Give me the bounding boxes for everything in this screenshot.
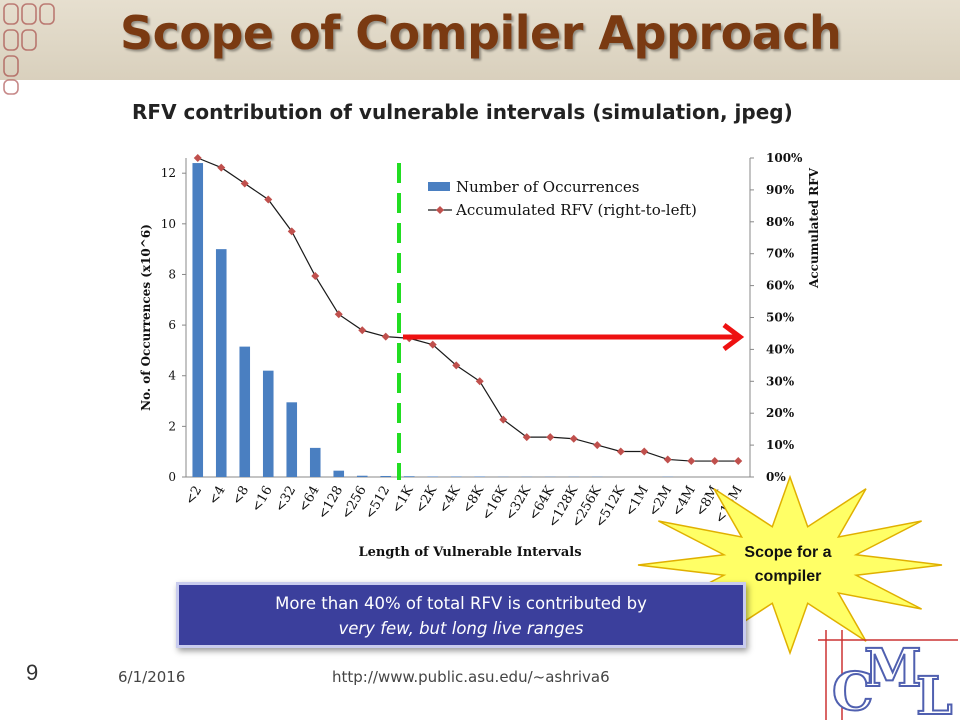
y2-tick-label: 80% (766, 215, 795, 229)
bar (474, 476, 486, 477)
y-axis-title: No. of Occurrences (x10^6) (139, 224, 153, 411)
y2-axis-title: Accumulated RFV (807, 167, 821, 289)
x-tick-label: <1M (622, 484, 651, 520)
y2-tick-label: 100% (766, 151, 803, 165)
rfv-marker (710, 457, 719, 466)
rfv-marker (193, 154, 202, 162)
y2-tick-label: 10% (766, 438, 795, 452)
rfv-marker (663, 455, 672, 464)
callout-box: More than 40% of total RFV is contribute… (176, 582, 746, 648)
x-tick-label: <4 (206, 484, 229, 508)
rfv-marker (546, 433, 555, 442)
logo-letter-c: C (832, 662, 873, 720)
rfv-marker (734, 457, 743, 466)
rfv-marker (287, 227, 296, 236)
y-tick-label: 0 (168, 470, 176, 484)
x-tick-label: <2K (413, 483, 441, 516)
y-tick-label: 10 (161, 217, 176, 231)
y-tick-label: 12 (161, 166, 176, 180)
scope-arrow-head (722, 323, 745, 351)
bar (309, 447, 321, 477)
bar (356, 475, 368, 477)
footer-date: 6/1/2016 (118, 668, 186, 686)
starburst-shape (637, 474, 943, 656)
rfv-marker (640, 447, 649, 456)
y-tick-label: 6 (168, 318, 176, 332)
rfv-marker (569, 434, 578, 443)
x-tick-label: <16 (249, 484, 276, 515)
x-tick-label: <8 (230, 484, 253, 508)
bar (403, 476, 415, 477)
bar (427, 476, 439, 477)
logo-letter-l: L (916, 666, 953, 720)
y-tick-label: 2 (168, 419, 176, 433)
bar (380, 475, 392, 477)
rfv-marker (311, 272, 320, 281)
slide-number: 9 (26, 660, 39, 685)
legend-label-bars: Number of Occurrences (456, 178, 639, 196)
rfv-marker (452, 361, 461, 370)
legend-label-line: Accumulated RFV (right-to-left) (455, 201, 697, 219)
callout-line-1: More than 40% of total RFV is contribute… (275, 594, 647, 613)
rfv-marker (522, 433, 531, 442)
legend-swatch-bars (428, 182, 450, 191)
rfv-marker (593, 441, 602, 450)
rfv-marker (264, 195, 273, 204)
bar (286, 402, 298, 477)
y2-tick-label: 90% (766, 183, 795, 197)
rfv-marker (381, 332, 390, 341)
accumulated-rfv-line (197, 157, 739, 462)
y2-tick-label: 70% (766, 247, 795, 261)
y2-tick-label: 40% (766, 342, 795, 356)
slide-title: Scope of Compiler Approach (120, 6, 842, 60)
x-tick-label: <1K (389, 483, 417, 516)
y-tick-label: 8 (168, 267, 176, 281)
rfv-marker (499, 415, 508, 424)
rfv-marker (616, 447, 625, 456)
bar (450, 476, 462, 477)
rfv-marker (687, 457, 696, 466)
header-band (0, 0, 960, 80)
chart-subtitle: RFV contribution of vulnerable intervals… (132, 100, 793, 124)
logo-pattern-top-left (3, 3, 55, 95)
rfv-marker (358, 326, 367, 335)
cml-logo: C M L (818, 630, 958, 720)
x-tick-label: <32 (273, 484, 300, 515)
legend-swatch-marker (436, 206, 444, 214)
rfv-marker (334, 310, 343, 319)
y-tick-label: 4 (168, 369, 176, 383)
y2-tick-label: 0% (766, 470, 786, 484)
callout-line-2: very few, but long live ranges (338, 619, 584, 638)
bar (192, 163, 204, 478)
x-tick-label: <2 (183, 484, 206, 508)
rfv-marker (240, 179, 249, 188)
bar (239, 346, 251, 477)
y2-tick-label: 30% (766, 374, 795, 388)
rfv-marker (217, 163, 226, 172)
y2-tick-label: 60% (766, 279, 795, 293)
x-tick-label: <512 (362, 484, 393, 522)
x-axis-title: Length of Vulnerable Intervals (358, 545, 581, 560)
rfv-marker (475, 377, 484, 386)
x-tick-label: <2M (646, 484, 675, 520)
bar (333, 470, 345, 477)
bar (215, 249, 227, 477)
x-tick-label: <4K (436, 483, 464, 516)
y2-tick-label: 20% (766, 406, 795, 420)
starburst-label-line-2: compiler (755, 568, 822, 585)
bar (262, 370, 274, 477)
rfv-marker (428, 340, 437, 349)
logo-letter-m: M (864, 638, 922, 699)
y2-tick-label: 50% (766, 311, 795, 325)
x-tick-label: <4M (669, 484, 698, 520)
starburst-label-line-1: Scope for a (744, 544, 831, 561)
footer-url: http://www.public.asu.edu/~ashriva6 (332, 668, 610, 686)
